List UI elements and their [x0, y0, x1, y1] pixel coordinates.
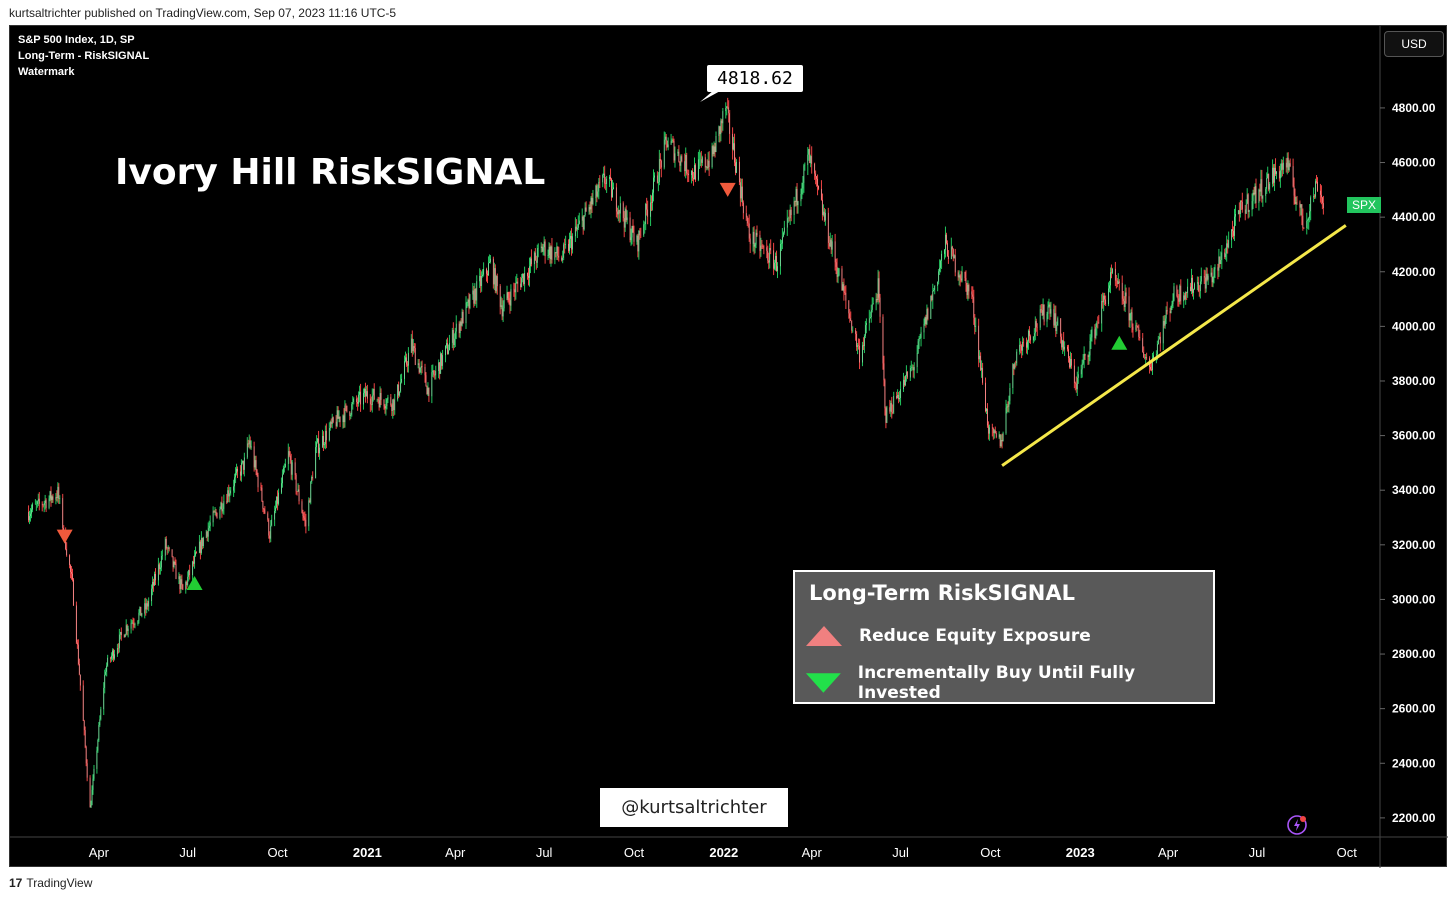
all-time-high-label: 4818.62	[707, 65, 803, 92]
price-chart[interactable]: 2200.00 2400.00 2600.00 2800.00 3000.00 3200.…	[10, 26, 1448, 868]
x-tick-label: Oct	[980, 845, 1001, 860]
red-triangle-up-icon	[806, 626, 842, 646]
y-tick-label: 3200.00	[1392, 538, 1436, 552]
buy-signal-marker	[186, 576, 203, 591]
buy-signal-marker	[1111, 335, 1128, 350]
x-tick-label: Apr	[89, 845, 110, 860]
y-tick-label: 2800.00	[1392, 647, 1436, 661]
y-tick-label: 4200.00	[1392, 265, 1436, 279]
green-triangle-down-icon	[805, 673, 841, 693]
chart-frame[interactable]: 2200.00 2400.00 2600.00 2800.00 3000.00 3200.…	[9, 25, 1448, 868]
y-tick-label: 3600.00	[1392, 429, 1436, 443]
x-tick-label: Apr	[445, 845, 466, 860]
y-tick-label: 3000.00	[1392, 592, 1436, 606]
y-tick-label: 3800.00	[1392, 374, 1436, 388]
x-tick-label: Oct	[624, 845, 645, 860]
x-tick-label: 2021	[353, 845, 382, 860]
sell-signal-marker	[719, 182, 736, 197]
signal-legend: Long-Term RiskSIGNAL Reduce Equity Expos…	[793, 570, 1215, 704]
x-tick-label: Oct	[267, 845, 288, 860]
chart-symbol-info[interactable]: S&P 500 Index, 1D, SP	[18, 34, 135, 46]
chart-watermark-info[interactable]: Watermark	[18, 66, 75, 78]
y-tick-label: 4000.00	[1392, 319, 1436, 333]
legend-item-label: Reduce Equity Exposure	[859, 626, 1091, 646]
x-tick-label: Jul	[892, 845, 909, 860]
ticker-price-badge: SPX	[1347, 197, 1382, 213]
legend-item-reduce: Reduce Equity Exposure	[803, 624, 1091, 648]
legend-item-buy: Incrementally Buy Until Fully Invested	[803, 663, 1213, 703]
y-tick-label: 4800.00	[1392, 101, 1436, 115]
x-tick-label: Apr	[1158, 845, 1179, 860]
y-tick-label: 2200.00	[1392, 811, 1436, 825]
support-trendline	[1001, 224, 1347, 467]
publisher-header: kurtsaltrichter published on TradingView…	[9, 6, 397, 20]
x-tick-label: Jul	[179, 845, 196, 860]
y-tick-label: 4400.00	[1392, 210, 1436, 224]
price-series-spx	[28, 97, 1324, 808]
x-tick-label: Jul	[536, 845, 553, 860]
callout-pointer	[700, 90, 722, 102]
x-tick-label: Apr	[802, 845, 823, 860]
y-tick-label: 2400.00	[1392, 756, 1436, 770]
footer-brand: TradingView	[26, 876, 93, 890]
legend-title: Long-Term RiskSIGNAL	[809, 581, 1075, 605]
y-tick-label: 4600.00	[1392, 156, 1436, 170]
tradingview-logo-icon: 17	[9, 876, 23, 890]
lightning-icon[interactable]	[1286, 814, 1308, 836]
x-tick-label: 2022	[709, 845, 738, 860]
legend-item-label: Incrementally Buy Until Fully Invested	[857, 663, 1136, 703]
sell-signal-marker	[56, 529, 73, 544]
y-tick-label: 2600.00	[1392, 702, 1436, 716]
x-tick-label: 2023	[1066, 845, 1095, 860]
author-handle: @kurtsaltrichter	[600, 788, 788, 827]
chart-indicator-info[interactable]: Long-Term - RiskSIGNAL	[18, 50, 150, 62]
x-tick-label: Jul	[1249, 845, 1266, 860]
y-tick-label: 3400.00	[1392, 483, 1436, 497]
chart-title: Ivory Hill RiskSIGNAL	[115, 152, 546, 193]
currency-selector[interactable]: USD	[1384, 31, 1444, 57]
footer: 17 TradingView	[9, 876, 92, 890]
x-tick-label: Oct	[1337, 845, 1358, 860]
